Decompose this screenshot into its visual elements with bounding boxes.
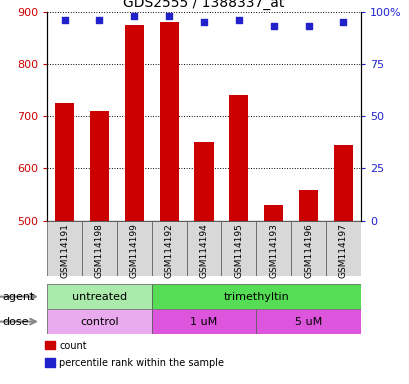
Bar [263, 205, 283, 221]
Bar [151, 309, 256, 334]
Text: agent: agent [2, 291, 34, 302]
Text: GSM114198: GSM114198 [95, 223, 103, 278]
Bar [47, 221, 82, 276]
Point [61, 17, 68, 23]
Text: 1 uM: 1 uM [190, 316, 217, 327]
Bar [55, 103, 74, 221]
Bar [151, 221, 186, 276]
Bar [256, 221, 290, 276]
Bar [47, 284, 151, 309]
Bar [298, 190, 317, 221]
Text: GSM114196: GSM114196 [303, 223, 312, 278]
Point [305, 23, 311, 29]
Bar [229, 95, 248, 221]
Text: GSM114195: GSM114195 [234, 223, 243, 278]
Bar [90, 111, 109, 221]
Bar [221, 221, 256, 276]
Point [96, 17, 103, 23]
Text: GSM114192: GSM114192 [164, 223, 173, 278]
Title: GDS2555 / 1388337_at: GDS2555 / 1388337_at [123, 0, 284, 10]
Point [131, 13, 137, 19]
Point [200, 19, 207, 25]
Text: GSM114193: GSM114193 [269, 223, 277, 278]
Bar [47, 309, 151, 334]
Bar [256, 309, 360, 334]
Bar [290, 221, 325, 276]
Bar [325, 221, 360, 276]
Bar [117, 221, 151, 276]
Bar [333, 145, 352, 221]
Bar [151, 284, 360, 309]
Text: trimethyltin: trimethyltin [223, 291, 288, 302]
Point [166, 13, 172, 19]
Text: GSM114197: GSM114197 [338, 223, 347, 278]
Text: GSM114194: GSM114194 [199, 223, 208, 278]
Point [270, 23, 276, 29]
Bar [82, 221, 117, 276]
Point [339, 19, 346, 25]
Text: dose: dose [2, 316, 29, 327]
Text: GSM114191: GSM114191 [60, 223, 69, 278]
Bar [194, 142, 213, 221]
Bar [124, 25, 144, 221]
Text: count: count [59, 341, 87, 351]
Text: 5 uM: 5 uM [294, 316, 321, 327]
Text: control: control [80, 316, 119, 327]
Bar [159, 22, 178, 221]
Point [235, 17, 242, 23]
Text: percentile rank within the sample: percentile rank within the sample [59, 358, 224, 368]
Bar [186, 221, 221, 276]
Text: GSM114199: GSM114199 [130, 223, 138, 278]
Text: untreated: untreated [72, 291, 127, 302]
